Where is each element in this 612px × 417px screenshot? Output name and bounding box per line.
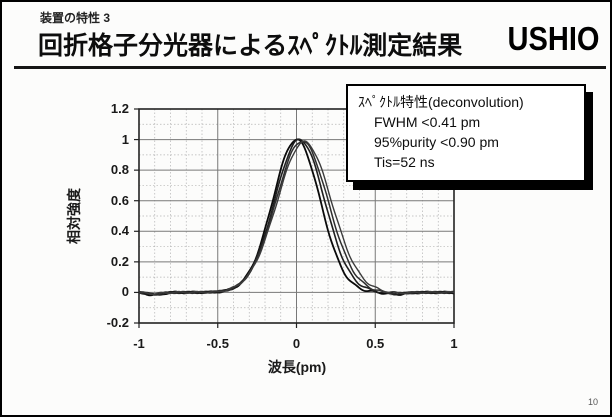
y-tick-label: -0.2 (106, 315, 129, 330)
x-tick-label: 1 (450, 336, 458, 351)
slide-header-label: 装置の特性 3 (40, 11, 111, 25)
y-tick-label: 0 (121, 284, 129, 300)
info-box-line-purity: 95%purity <0.90 pm (374, 134, 499, 150)
x-tick-label: 0 (292, 336, 301, 351)
spectrum-trace (138, 140, 455, 296)
x-tick-label: 0.5 (366, 336, 385, 351)
info-box-line-tis: Tis=52 ns (374, 154, 435, 170)
y-tick-label: 0.2 (110, 253, 129, 269)
title-underline-rule (14, 66, 606, 69)
ushio-logo: USHIO (508, 20, 600, 57)
y-tick-label: 0.6 (110, 192, 129, 208)
page-number: 10 (587, 397, 598, 407)
x-axis-label: 波長(pm) (267, 359, 327, 375)
info-box-title: ｽﾍﾟｸﾄﾙ特性(deconvolution) (358, 94, 524, 110)
y-tick-label: 0.4 (110, 223, 129, 239)
info-box-line-fwhm: FWHM <0.41 pm (374, 114, 481, 130)
y-tick-label: 0.8 (110, 162, 129, 178)
x-tick-label: -0.5 (206, 336, 229, 351)
page-title: 回折格子分光器によるｽﾍﾟｸﾄﾙ測定結果 (38, 32, 463, 60)
y-tick-label: 1 (121, 131, 129, 147)
y-tick-label: 1.2 (110, 101, 129, 116)
spec-info-box: ｽﾍﾟｸﾄﾙ特性(deconvolution) FWHM <0.41 pm 95… (346, 84, 586, 182)
x-tick-label: -1 (133, 336, 145, 351)
